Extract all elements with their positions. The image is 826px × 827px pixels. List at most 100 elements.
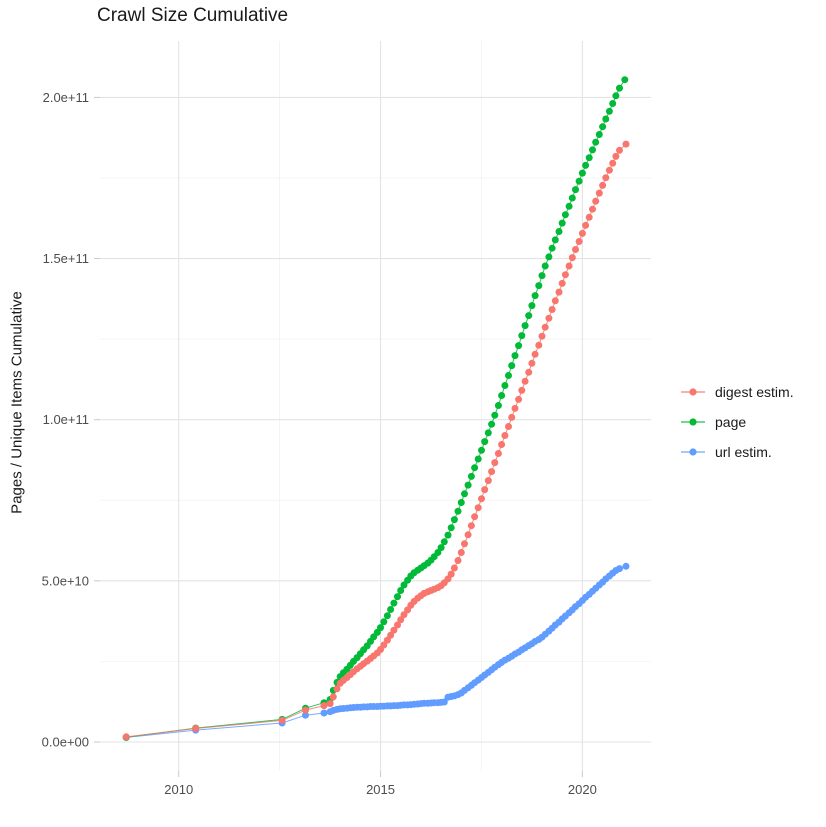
data-point: [592, 197, 600, 205]
data-point: [531, 350, 539, 358]
data-point: [474, 455, 482, 463]
series-digest-estim-: [122, 140, 630, 741]
data-point: [302, 706, 309, 714]
data-point: [505, 423, 512, 430]
data-point: [454, 507, 462, 515]
data-point: [444, 531, 452, 539]
legend-label: url estim.: [715, 444, 772, 460]
data-point: [561, 211, 569, 219]
data-point: [551, 236, 559, 244]
data-point: [568, 254, 576, 262]
legend-key-icon: [681, 388, 705, 396]
data-point: [585, 213, 593, 221]
data-point: [545, 253, 553, 261]
data-point: [481, 438, 489, 446]
data-point: [511, 404, 519, 412]
data-point: [320, 709, 328, 717]
data-point: [320, 702, 328, 710]
data-point: [548, 306, 556, 313]
data-point: [387, 606, 395, 613]
data-point: [333, 685, 341, 693]
data-point: [494, 402, 502, 409]
data-point: [582, 161, 590, 169]
data-point: [595, 189, 603, 197]
data-point: [390, 599, 398, 607]
legend-key-icon: [681, 448, 705, 456]
data-point: [541, 262, 549, 270]
data-point: [565, 202, 573, 210]
legend-item-url-estim-: url estim.: [680, 437, 794, 467]
data-point: [605, 107, 613, 115]
data-point: [575, 177, 583, 185]
data-point: [589, 146, 596, 154]
data-point: [505, 372, 512, 379]
data-point: [602, 174, 610, 182]
series-url-estim-: [122, 562, 630, 741]
series-line: [126, 143, 627, 738]
legend-label: digest estim.: [715, 384, 794, 400]
data-point: [498, 392, 506, 399]
data-point: [457, 499, 465, 506]
data-point: [535, 341, 543, 349]
data-point: [491, 411, 499, 419]
data-point: [589, 205, 596, 213]
data-point: [498, 441, 506, 448]
data-point: [622, 562, 630, 570]
legend-item-page: page: [680, 407, 794, 437]
data-point: [578, 169, 586, 177]
data-point: [478, 446, 485, 454]
data-point: [521, 322, 529, 330]
series-page: [122, 76, 629, 741]
data-point: [572, 246, 579, 253]
data-point: [595, 131, 603, 138]
data-point: [464, 531, 472, 539]
data-point: [467, 522, 475, 530]
data-point: [464, 481, 472, 489]
data-point: [602, 115, 610, 123]
data-point: [585, 154, 593, 162]
data-point: [329, 693, 337, 701]
data-point: [575, 238, 583, 245]
data-point: [122, 733, 130, 741]
data-point: [397, 616, 405, 624]
data-point: [565, 262, 573, 270]
plot-title: Crawl Size Cumulative: [97, 5, 289, 26]
data-point: [394, 621, 401, 629]
data-point: [592, 138, 600, 146]
data-point: [484, 429, 492, 437]
x-tick-label: 2020: [568, 782, 597, 797]
data-point: [380, 641, 388, 649]
data-point: [450, 564, 458, 572]
data-point: [621, 76, 629, 84]
data-point: [192, 725, 200, 732]
data-point: [400, 611, 408, 619]
data-point: [612, 152, 620, 160]
data-point: [380, 618, 388, 626]
y-tick-label: 1.5e+11: [43, 251, 89, 266]
data-point: [609, 100, 617, 107]
data-point: [447, 524, 455, 532]
data-point: [515, 395, 523, 403]
y-tick-label: 2.0e+11: [43, 90, 89, 105]
data-point: [616, 84, 623, 92]
data-point: [535, 282, 543, 290]
data-point: [394, 593, 401, 601]
data-point: [572, 186, 579, 194]
data-point: [326, 700, 334, 708]
data-point: [302, 711, 309, 719]
data-point: [450, 516, 458, 524]
data-point: [467, 472, 475, 480]
data-point: [538, 272, 546, 280]
data-point: [518, 332, 526, 340]
data-point: [605, 166, 613, 174]
data-point: [599, 181, 607, 189]
data-point: [488, 468, 496, 476]
data-point: [548, 244, 556, 252]
data-point: [528, 359, 536, 367]
legend-item-digest-estim-: digest estim.: [680, 377, 794, 407]
data-point: [515, 342, 523, 350]
data-point: [387, 631, 395, 639]
data-point: [471, 513, 479, 521]
data-point: [478, 495, 485, 503]
data-point: [440, 698, 448, 706]
